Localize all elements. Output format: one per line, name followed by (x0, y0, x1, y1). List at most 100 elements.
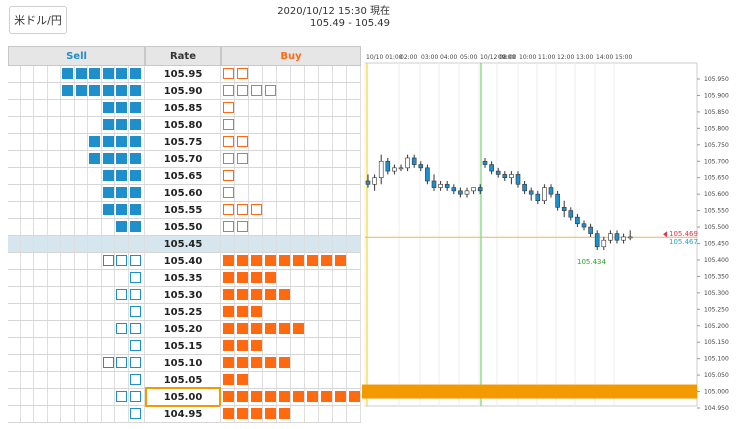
sell-grid-cell (129, 66, 145, 82)
sell-grid-cell (48, 100, 61, 116)
rate-label: 105.00 (163, 391, 203, 403)
buy-grid-cell (263, 66, 277, 82)
sell-grid-cell (88, 253, 102, 269)
buy-grid-cell (347, 219, 361, 235)
buy-grid-cell (347, 406, 361, 422)
rate-grid-cell (145, 151, 221, 167)
candle-body (581, 223, 587, 228)
buy-grid-cell (221, 83, 235, 99)
sell-grid-cell (102, 83, 115, 99)
buy-grid-cell (319, 117, 333, 133)
rate-grid-cell (145, 168, 221, 184)
buy-grid-cell (305, 83, 319, 99)
buy-grid-cell (235, 321, 249, 337)
buy-grid-cell (291, 287, 305, 303)
buy-grid-cell (263, 321, 277, 337)
buy-grid-cell (249, 406, 263, 422)
book-row: 105.45 (8, 236, 361, 253)
sell-grid-cell (61, 406, 75, 422)
sell-grid-cell (61, 338, 75, 354)
sell-grid-cell (129, 406, 145, 422)
sell-grid-cell (48, 321, 61, 337)
sell-grid-cell (48, 338, 61, 354)
buy-grid-cell (263, 406, 277, 422)
buy-grid-cell (235, 287, 249, 303)
buy-grid-cell (305, 372, 319, 388)
x-axis-label: 03:00 (421, 54, 438, 61)
buy-order-block (223, 408, 234, 419)
buy-grid-cell (263, 168, 277, 184)
sell-grid-cell (21, 372, 34, 388)
ask-price-label: 105.467 (669, 238, 698, 246)
y-axis-label: 105.500 (704, 224, 729, 231)
sell-grid-cell (102, 202, 115, 218)
rate-grid-cell (145, 100, 221, 116)
buy-grid-cell (347, 304, 361, 320)
buy-grid-cell (333, 202, 347, 218)
sell-grid-cell (75, 236, 88, 252)
buy-grid-cell (277, 117, 291, 133)
sell-grid-cell (21, 355, 34, 371)
buy-grid-cell (249, 236, 263, 252)
rate-grid-cell (145, 66, 221, 82)
buy-order-block (265, 408, 276, 419)
candle-body (372, 177, 377, 185)
sell-grid-cell (129, 219, 145, 235)
sell-grid-cell (115, 117, 129, 133)
rate-label: 105.55 (163, 204, 203, 216)
buy-order-block (251, 289, 262, 300)
sell-grid-cell (115, 83, 129, 99)
sell-grid-cell (48, 168, 61, 184)
candle-body (425, 167, 430, 182)
sell-order-block (116, 136, 127, 147)
buy-grid-cell (221, 100, 235, 116)
buy-grid-cell (319, 83, 333, 99)
sell-position-block (116, 289, 127, 300)
buy-order-block (321, 255, 332, 266)
y-axis-label: 105.100 (704, 356, 729, 363)
y-axis-label: 105.750 (704, 142, 729, 149)
candle-body (535, 193, 541, 202)
book-row: 105.55 (8, 202, 361, 219)
sell-grid-cell (129, 287, 145, 303)
buy-position-block (237, 85, 248, 96)
buy-grid-cell (263, 100, 277, 116)
buy-grid-cell (291, 66, 305, 82)
buy-grid-cell (305, 338, 319, 354)
sell-grid-cell (61, 185, 75, 201)
sell-position-block (116, 255, 127, 266)
sell-grid-cell (61, 117, 75, 133)
buy-grid-cell (333, 185, 347, 201)
buy-grid-cell (249, 168, 263, 184)
candle-body (482, 160, 488, 165)
sell-order-block (130, 68, 141, 79)
buy-grid-cell (291, 338, 305, 354)
buy-grid-cell (347, 253, 361, 269)
buy-grid-cell (333, 304, 347, 320)
rate-label: 105.35 (163, 272, 203, 284)
buy-grid-cell (347, 287, 361, 303)
buy-grid-cell (277, 253, 291, 269)
sell-grid-cell (115, 389, 129, 405)
sell-grid-cell (48, 83, 61, 99)
buy-order-block (237, 255, 248, 266)
rate-grid-cell (145, 321, 221, 337)
buy-grid-cell (291, 168, 305, 184)
rate-grid-cell (145, 219, 221, 235)
candle-body (614, 233, 620, 241)
rate-grid-cell (145, 134, 221, 150)
buy-grid-cell (221, 338, 235, 354)
book-row: 105.60 (8, 185, 361, 202)
sell-order-block (130, 221, 141, 232)
highlighted-rate-box (145, 387, 221, 407)
buy-order-block (321, 391, 332, 402)
rate-label: 105.65 (163, 170, 203, 182)
buy-order-block (279, 391, 290, 402)
x-axis-label: 14:00 (596, 54, 613, 61)
buy-order-block (237, 306, 248, 317)
book-row: 105.50 (8, 219, 361, 236)
currency-pair-button[interactable]: 米ドル/円 (9, 6, 67, 34)
buy-grid-cell (221, 321, 235, 337)
sell-order-block (89, 136, 100, 147)
sell-grid-cell (115, 100, 129, 116)
